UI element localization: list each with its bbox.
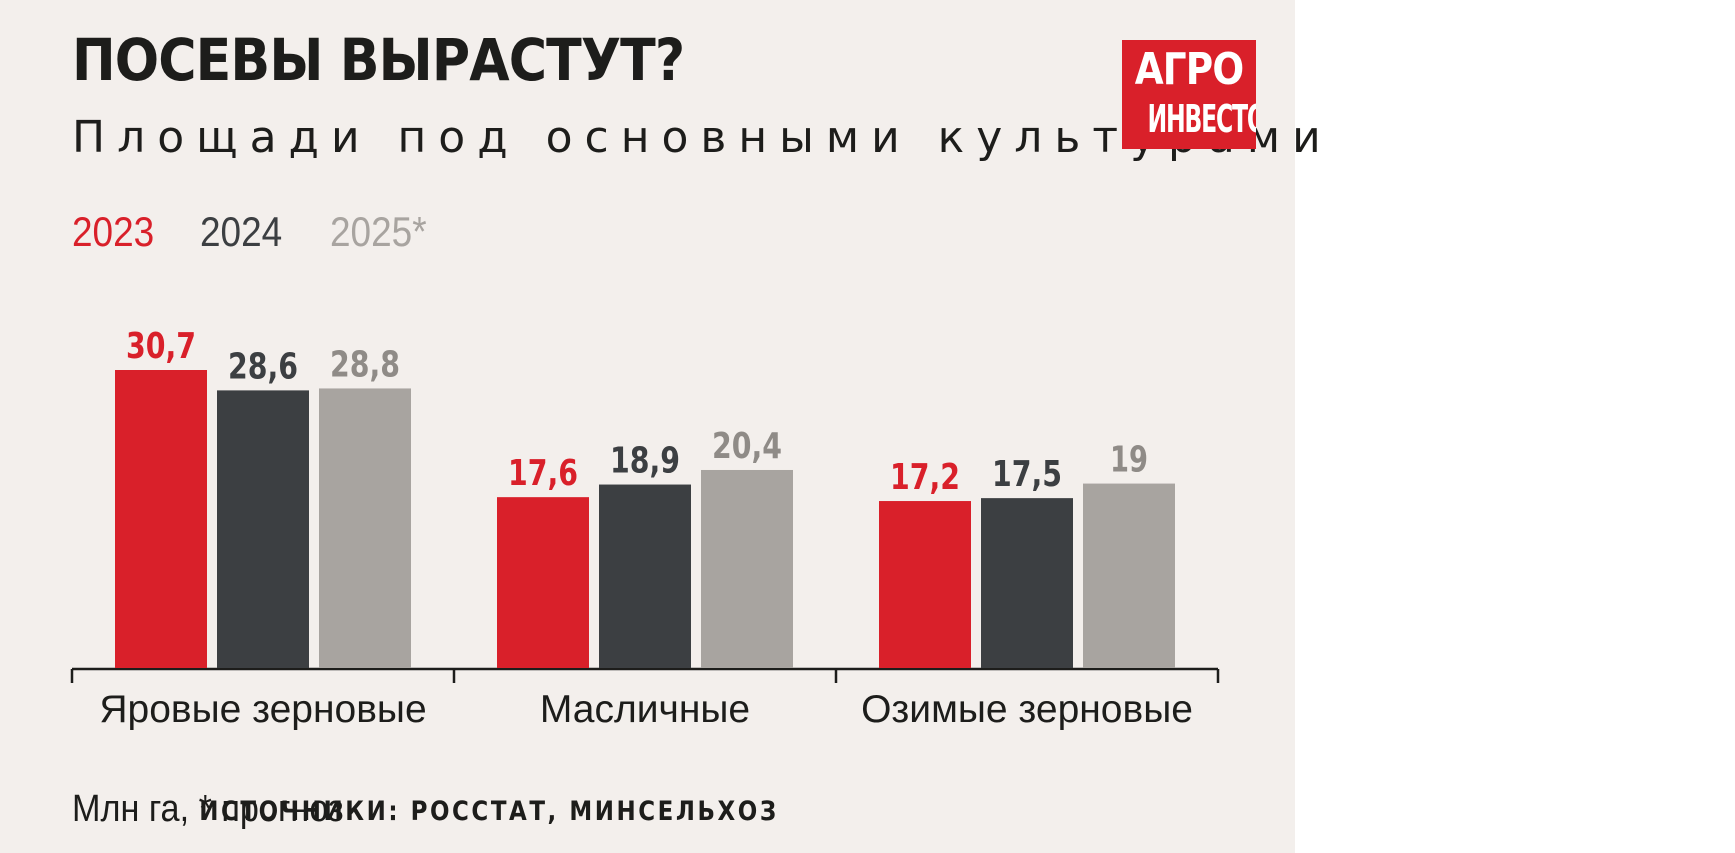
- bar-2024-2: [981, 498, 1073, 668]
- legend-item-2024: 2024: [200, 208, 283, 255]
- category-label: Масличные: [540, 688, 750, 731]
- category-label: Яровые зерновые: [99, 688, 426, 731]
- data-label: 17,2: [890, 457, 960, 498]
- data-label: 18,9: [610, 441, 680, 482]
- bar-2024-0: [217, 390, 309, 668]
- bar-2025-0: [319, 388, 411, 668]
- category-label: Озимые зерновые: [861, 688, 1193, 731]
- legend-item-2025: 2025*: [330, 208, 427, 255]
- data-label: 20,4: [712, 426, 782, 467]
- bar-chart: 30,7 28,6 28,8 Яровые зерновые 17,6 18,9 20,4 М…: [70, 326, 1220, 731]
- data-label: 17,5: [992, 454, 1062, 495]
- data-label: 19: [1110, 440, 1148, 481]
- bar-2023-2: [879, 501, 971, 668]
- logo-line-1: АГРО: [1134, 44, 1244, 95]
- chart-title: ПОСЕВЫ ВЫРАСТУТ?: [72, 26, 685, 94]
- source-note: ИСТОЧНИКИ: РОССТАТ, МИНСЕЛЬХОЗ: [199, 796, 779, 827]
- legend-item-2023: 2023: [72, 208, 155, 255]
- bar-2024-1: [599, 484, 691, 668]
- bar-2023-0: [115, 370, 207, 668]
- bar-2025-2: [1083, 483, 1175, 668]
- data-label: 30,7: [126, 326, 196, 367]
- chart-panel: ПОСЕВЫ ВЫРАСТУТ? Площади под основными к…: [0, 0, 1321, 853]
- chart-subtitle: Площади под основными культурами: [72, 112, 1333, 163]
- bar-2025-1: [701, 469, 793, 668]
- data-label: 28,8: [330, 344, 400, 385]
- units-note: Млн га, * прогноз: [72, 788, 344, 830]
- bar-2023-1: [497, 497, 589, 668]
- agroinvestor-logo: АГРО ИНВЕСТОР: [1122, 40, 1256, 149]
- data-label: 17,6: [508, 453, 578, 494]
- data-label: 28,6: [228, 346, 298, 387]
